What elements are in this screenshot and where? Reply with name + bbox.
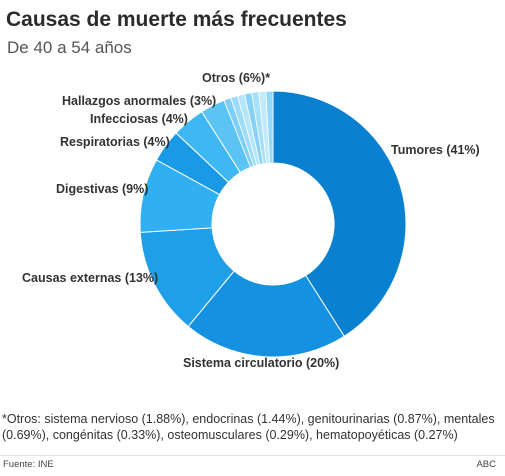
slice-otros-part (265, 90, 274, 164)
chart-title: Causas de muerte más frecuentes (6, 8, 347, 31)
label-tumores-41: Tumores (41%) (391, 143, 480, 157)
label-respiratorias-4: Respiratorias (4%) (60, 135, 170, 149)
label-hallazgos-anormales-3: Hallazgos anormales (3%) (62, 94, 216, 108)
label-causas-externas-13: Causas externas (13%) (22, 271, 158, 285)
source-label: Fuente: INE (3, 459, 54, 470)
label-otros-6: Otros (6%)* (202, 71, 270, 85)
label-sistema-circulatorio-20: Sistema circulatorio (20%) (183, 356, 339, 370)
otros-footnote: *Otros: sistema nervioso (1.88%), endocr… (2, 412, 495, 442)
slice-tumores-41 (272, 90, 407, 337)
donut-chart: Tumores (41%) Sistema circulatorio (20%) C… (22, 71, 480, 370)
label-infecciosas-4: Infecciosas (4%) (90, 112, 188, 126)
slice-sistema-circulatorio-20 (187, 270, 345, 358)
brand-label: ABC (476, 459, 496, 470)
chart-subtitle: De 40 a 54 años (7, 38, 132, 57)
label-digestivas-9: Digestivas (9%) (56, 182, 148, 196)
footer-bar: Fuente: INE ABC (0, 455, 505, 476)
